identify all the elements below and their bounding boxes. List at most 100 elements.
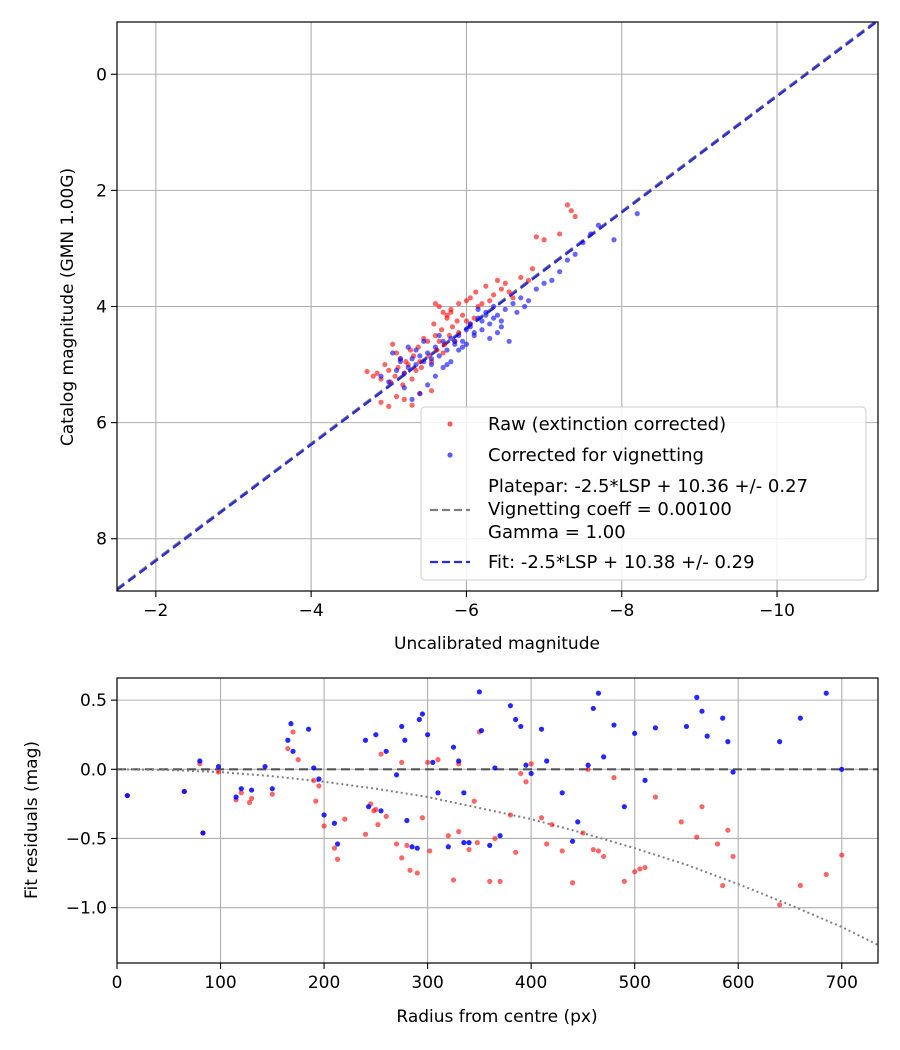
corrected-point [634, 211, 640, 217]
corrected-residual-point [362, 737, 369, 743]
corrected-residual-point [694, 694, 700, 700]
corrected-residual-point [699, 708, 705, 714]
raw-point [502, 280, 508, 286]
raw-point [467, 295, 473, 301]
raw-residual-point [544, 841, 550, 847]
corrected-point [428, 361, 435, 368]
corrected-residual-point [632, 730, 638, 736]
raw-residual-point [425, 759, 431, 765]
raw-residual-point [269, 791, 275, 797]
corrected-point [448, 359, 454, 365]
corrected-residual-point [316, 776, 322, 782]
raw-residual-point [590, 846, 596, 853]
corrected-point [425, 350, 431, 356]
corrected-residual-point [513, 716, 519, 723]
raw-point [390, 341, 396, 347]
top-scatter-points [364, 202, 640, 409]
corrected-residual-point [497, 833, 503, 839]
raw-residual-point [404, 842, 410, 849]
raw-residual-point [528, 761, 534, 767]
raw-residual-point [375, 822, 381, 828]
raw-residual-point [311, 777, 317, 783]
raw-residual-point [507, 812, 514, 818]
raw-residual-point [371, 808, 377, 814]
corrected-point [518, 295, 524, 301]
raw-point [378, 399, 384, 405]
corrected-residual-point [585, 762, 591, 768]
legend-label-fit: Fit: -2.5*LSP + 10.38 +/- 0.29 [488, 552, 755, 573]
raw-point [393, 350, 400, 356]
raw-residual-point [427, 848, 433, 854]
raw-point [487, 298, 493, 304]
raw-residual-point [823, 871, 829, 878]
raw-residual-point [487, 878, 493, 884]
raw-point [428, 388, 435, 394]
corrected-point [595, 222, 602, 228]
corrected-residual-point [238, 786, 244, 792]
corrected-residual-point [290, 748, 296, 754]
top-legend: Raw (extinction corrected) Corrected for… [420, 406, 867, 581]
bot-y-tick-label: −0.5 [66, 829, 107, 849]
corrected-residual-point [518, 723, 524, 730]
raw-residual-point [538, 815, 545, 821]
corrected-point [444, 347, 450, 353]
corrected-point [502, 306, 508, 313]
bottom-plot-frame [116, 677, 879, 964]
top-fit-lines [117, 22, 878, 591]
raw-point [557, 231, 563, 237]
top-axis-ticks: −2 −4 −6 −8 −10 0 2 4 6 8 [96, 65, 795, 621]
bot-x-tick-label: 200 [308, 973, 340, 993]
corrected-residual-point [575, 819, 581, 825]
corrected-residual-point [399, 723, 405, 730]
corrected-residual-point [450, 744, 457, 750]
raw-residual-point [466, 846, 472, 853]
raw-residual-point [839, 852, 845, 858]
corrected-residual-point [404, 817, 410, 824]
corrected-residual-point [305, 726, 312, 732]
corrected-residual-point [730, 769, 736, 775]
corrected-point [580, 240, 586, 246]
corrected-point [378, 373, 384, 379]
bot-x-tick-label: 100 [204, 973, 236, 993]
corrected-residual-point [823, 690, 829, 696]
raw-point [413, 367, 419, 373]
corrected-residual-point [590, 705, 596, 712]
raw-residual-point [450, 877, 457, 883]
corrected-point [436, 332, 442, 339]
raw-residual-point [215, 769, 222, 775]
top-y-tick-label: 8 [96, 530, 107, 550]
corrected-point [417, 353, 423, 359]
fit-line [117, 22, 878, 591]
raw-point [448, 306, 454, 313]
raw-point [374, 370, 380, 376]
corrected-point [549, 277, 555, 283]
raw-point [471, 315, 477, 321]
corrected-residual-point [285, 737, 291, 743]
raw-residual-point [435, 757, 441, 763]
raw-point [506, 289, 512, 295]
corrected-point [393, 367, 400, 373]
corrected-residual-point [233, 794, 239, 800]
raw-point [393, 393, 400, 400]
corrected-residual-point [507, 703, 514, 709]
corrected-point [386, 379, 392, 385]
raw-residual-point [471, 798, 477, 804]
corrected-point [440, 364, 446, 371]
raw-point [364, 368, 370, 375]
bottom-chart: 0 100 200 300 400 500 600 700 0.5 0.0 −0.5 −1.0 Rad… [22, 677, 879, 1027]
corrected-residual-point [331, 820, 338, 826]
raw-residual-point [725, 827, 731, 833]
raw-point [432, 332, 438, 339]
corrected-point [506, 338, 512, 344]
raw-point [498, 286, 504, 292]
top-y-tick-label: 4 [96, 298, 107, 318]
corrected-point [456, 332, 462, 339]
corrected-point [390, 350, 396, 356]
bot-x-tick-label: 700 [826, 973, 858, 993]
raw-point [564, 202, 570, 208]
corrected-residual-point [642, 777, 648, 783]
corrected-point [401, 385, 407, 391]
legend-box [420, 406, 867, 581]
